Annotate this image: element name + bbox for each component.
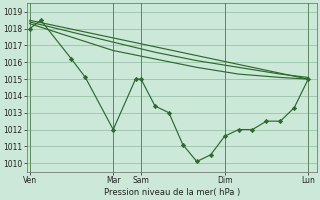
X-axis label: Pression niveau de la mer( hPa ): Pression niveau de la mer( hPa ) [104, 188, 240, 197]
